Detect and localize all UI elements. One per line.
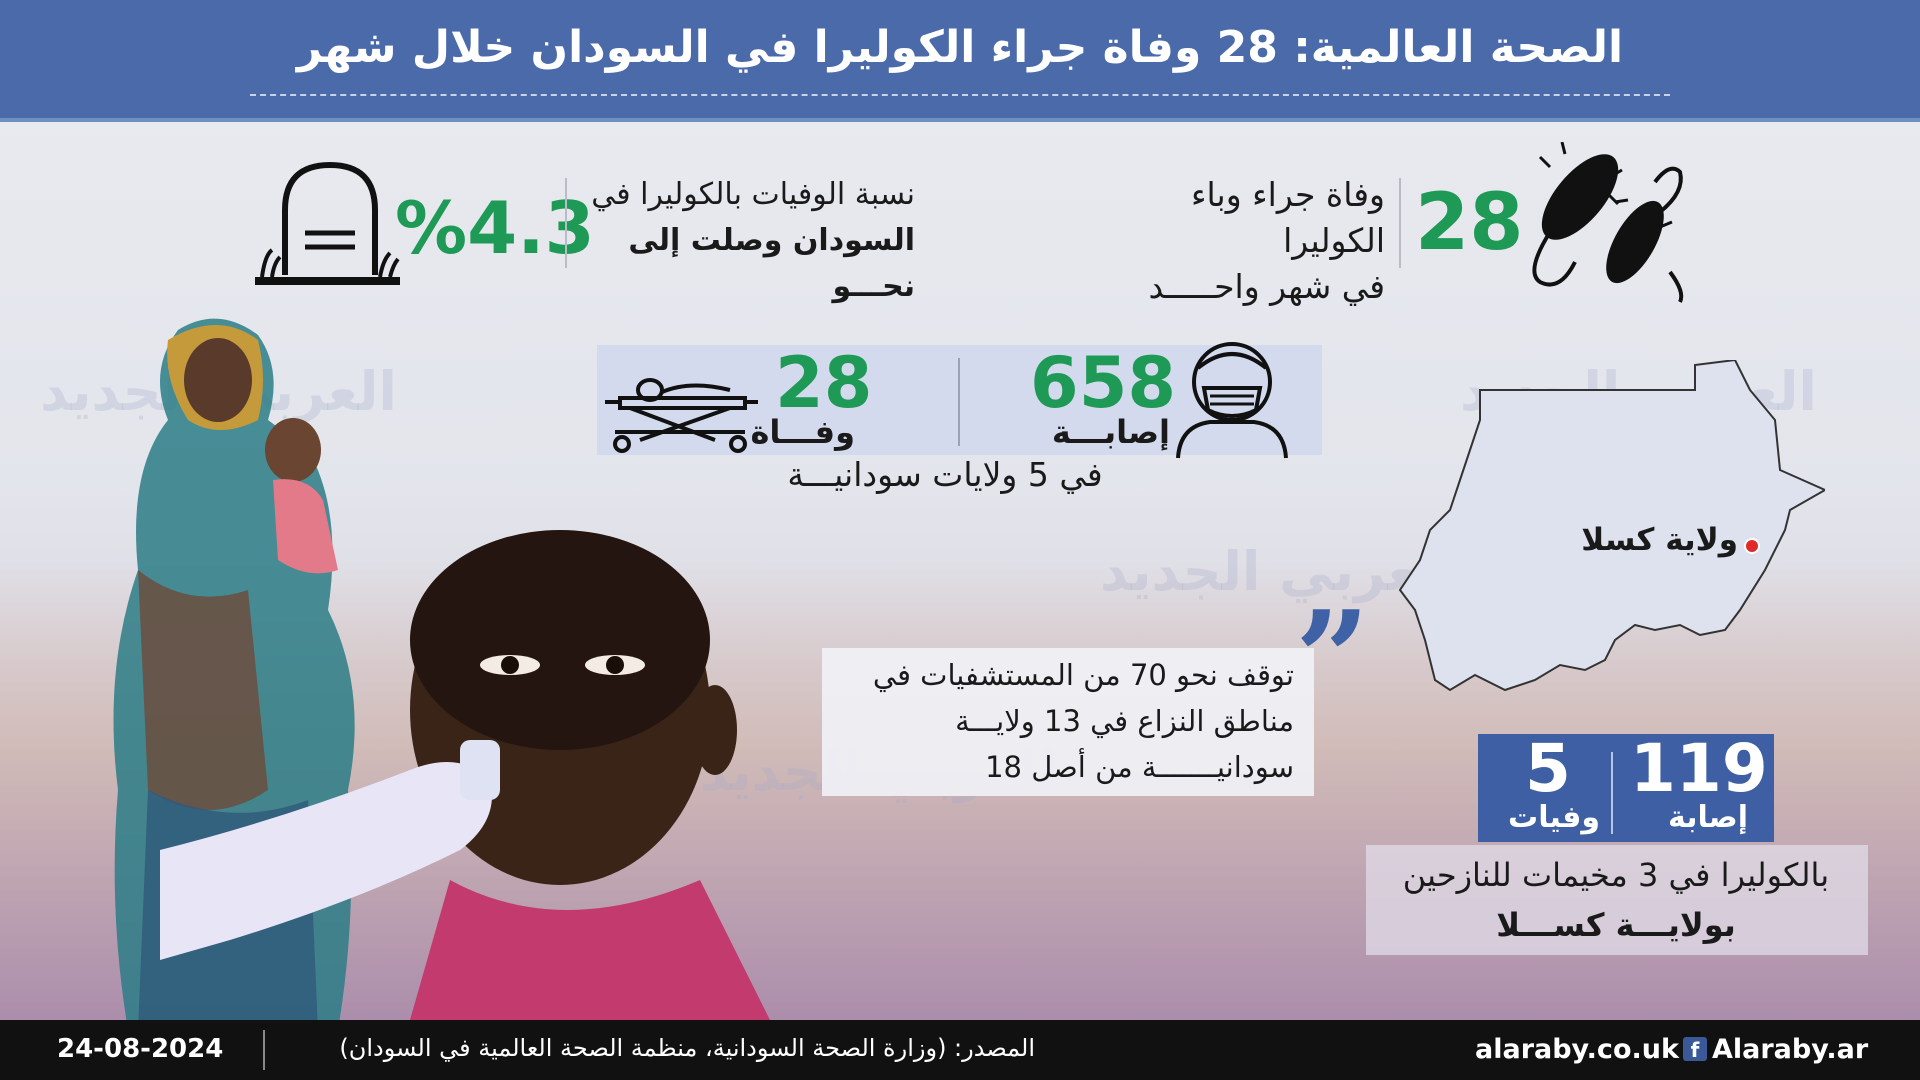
kassala-map-label: ولاية كسلا [1581, 522, 1738, 558]
website-link[interactable]: alaraby.co.uk [1475, 1034, 1679, 1065]
hospitals-quote-text: توقف نحو 70 من المستشفيات في مناطق النزا… [832, 652, 1294, 790]
kassala-cases-number: 119 [1630, 730, 1768, 807]
states-cases-label: إصابـــة [1051, 413, 1170, 451]
kassala-caption-line2: بولايـــة كســـلا [1496, 906, 1736, 944]
publish-date: 24-08-2024 [57, 1034, 224, 1064]
monthly-deaths-caption-line2: في شهر واحـــــد [1148, 267, 1386, 306]
kassala-deaths-label: وفيات [1508, 800, 1600, 835]
kassala-caption: بالكوليرا في 3 مخيمات للنازحين بولايـــة… [1376, 850, 1856, 950]
source-credit: المصدر: (وزارة الصحة السودانية، منظمة ال… [339, 1034, 1035, 1062]
watermark-logo: العربي الجديد [1100, 540, 1457, 603]
header-divider [250, 94, 1670, 96]
kassala-deaths-number: 5 [1525, 730, 1571, 807]
quote-line2: مناطق النزاع في 13 ولايـــة [955, 704, 1294, 738]
monthly-deaths-number: 28 [1415, 178, 1524, 268]
divider [565, 178, 567, 268]
facebook-handle-link[interactable]: Alaraby.ar [1712, 1034, 1869, 1065]
kassala-location-marker [1744, 538, 1760, 554]
bacteria-icon [1532, 142, 1684, 303]
page-title: الصحة العالمية: 28 وفاة جراء الكوليرا في… [296, 22, 1624, 73]
quote-line3: سودانيـــــــة من أصل 18 [985, 750, 1294, 784]
states-deaths-label: وفـــاة [750, 413, 855, 451]
masked-person-icon [1176, 342, 1288, 459]
kassala-cases-label: إصابة [1668, 800, 1748, 835]
sudan-map-icon [1398, 360, 1825, 692]
monthly-deaths-caption: وفاة جراء وباء الكوليرا في شهر واحـــــد [1080, 172, 1386, 310]
fatality-rate-caption: نسبة الوفيات بالكوليرا في السودان وصلت إ… [580, 172, 915, 310]
divider [1611, 752, 1613, 834]
fatality-rate-caption-line2: السودان وصلت إلى نحـــو [628, 223, 915, 304]
monthly-deaths-caption-line1: وفاة جراء وباء الكوليرا [1190, 175, 1385, 260]
fatality-rate-caption-line1: نسبة الوفيات بالكوليرا في [591, 177, 915, 212]
kassala-stats-box [1478, 734, 1774, 842]
states-deaths-number: 28 [775, 342, 873, 424]
child-vaccination-photo [160, 530, 770, 1020]
divider [1399, 178, 1401, 268]
states-count-caption: في 5 ولايات سودانيـــة [787, 455, 1103, 494]
hospitals-quote-box [822, 648, 1314, 796]
divider [958, 358, 960, 446]
kassala-caption-line1: بالكوليرا في 3 مخيمات للنازحين [1402, 856, 1830, 894]
kassala-caption-box [1366, 845, 1868, 955]
quote-line1: توقف نحو 70 من المستشفيات في [872, 658, 1294, 692]
footer-bar [0, 1020, 1920, 1080]
tombstone-icon [255, 161, 400, 285]
stretcher-icon [605, 378, 758, 453]
quote-mark-icon: ” [1295, 582, 1370, 735]
footer-divider [263, 1030, 265, 1070]
states-cases-number: 658 [1030, 342, 1177, 424]
facebook-icon: f [1683, 1037, 1707, 1062]
header-bar [0, 0, 1920, 122]
fatality-rate-number: %4.3 [395, 186, 595, 270]
